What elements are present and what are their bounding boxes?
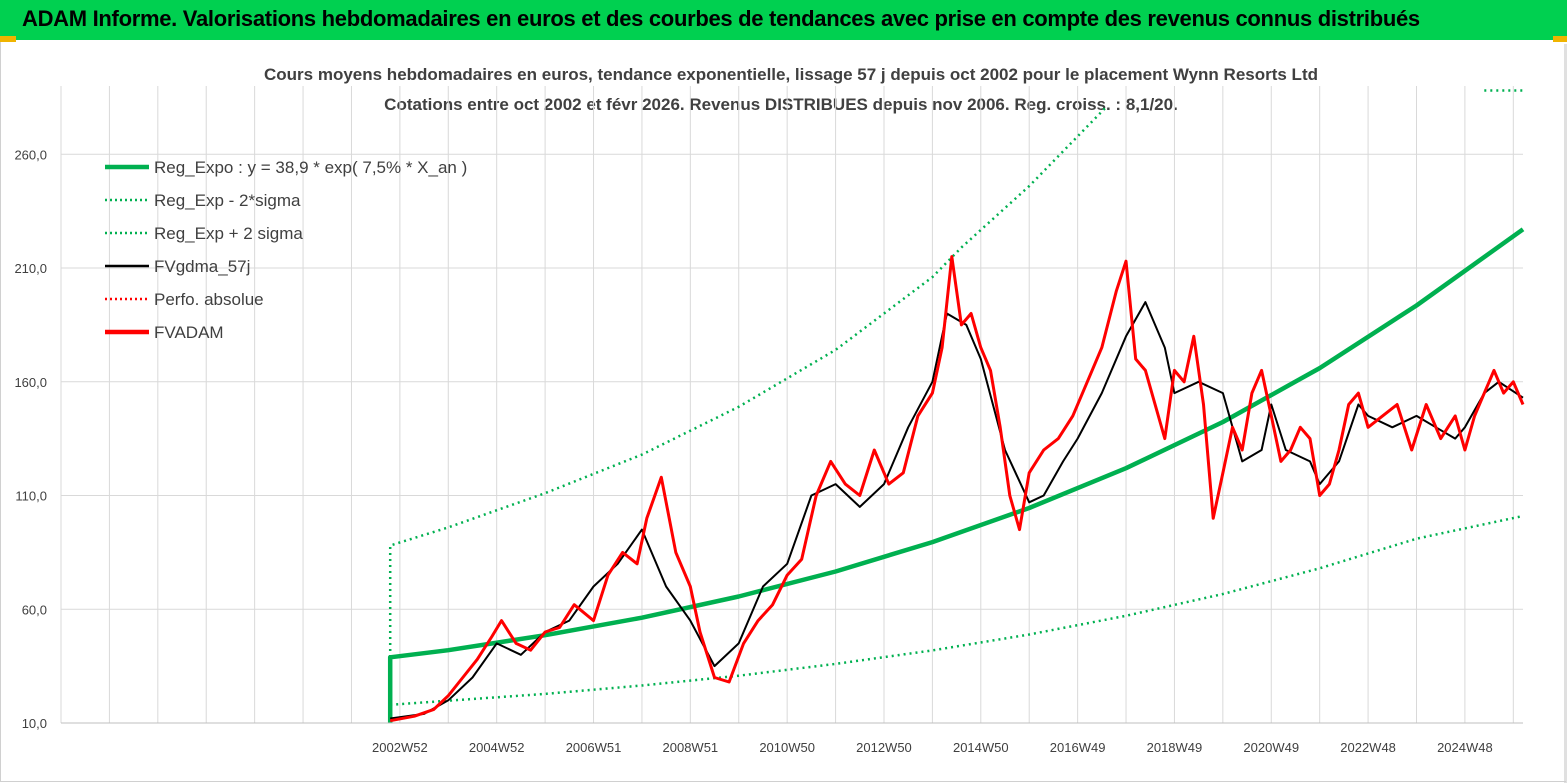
y-tick-label: 60,0 bbox=[22, 602, 47, 617]
x-tick-label: 2022W48 bbox=[1340, 740, 1396, 755]
x-tick-label: 2018W49 bbox=[1147, 740, 1203, 755]
legend-label: FVADAM bbox=[154, 323, 224, 342]
x-tick-label: 2004W52 bbox=[469, 740, 525, 755]
chart-title-line2: Cotations entre oct 2002 et févr 2026. R… bbox=[384, 95, 1178, 114]
right-edge bbox=[1564, 44, 1567, 783]
y-tick-label: 260,0 bbox=[14, 147, 47, 162]
legend-label: Perfo. absolue bbox=[154, 290, 264, 309]
series-reg-expo bbox=[387, 227, 1525, 723]
x-tick-label: 2006W51 bbox=[566, 740, 622, 755]
legend-label: Reg_Expo : y = 38,9 * exp( 7,5% * X_an ) bbox=[154, 158, 467, 177]
y-tick-label: 10,0 bbox=[22, 716, 47, 731]
x-tick-label: 2010W50 bbox=[759, 740, 815, 755]
header-left-accent bbox=[0, 36, 16, 42]
y-tick-label: 110,0 bbox=[15, 489, 47, 504]
legend-label: Reg_Exp - 2*sigma bbox=[154, 191, 301, 210]
legend-label: FVgdma_57j bbox=[154, 257, 250, 276]
header-bar bbox=[0, 0, 1567, 40]
chart-frame: Cours moyens hebdomadaires en euros, ten… bbox=[0, 42, 1566, 782]
x-tick-label: 2020W49 bbox=[1243, 740, 1299, 755]
x-tick-label: 2016W49 bbox=[1050, 740, 1106, 755]
x-tick-label: 2002W52 bbox=[372, 740, 428, 755]
y-tick-label: 210,0 bbox=[14, 261, 47, 276]
chart: Cours moyens hebdomadaires en euros, ten… bbox=[14, 65, 1525, 755]
x-tick-label: 2012W50 bbox=[856, 740, 912, 755]
legend-label: Reg_Exp + 2 sigma bbox=[154, 224, 303, 243]
series-fvadam bbox=[389, 255, 1525, 723]
series-reg-exp-minus bbox=[390, 514, 1524, 707]
x-tick-label: 2008W51 bbox=[663, 740, 719, 755]
header-right-accent bbox=[1553, 36, 1567, 42]
page-title: ADAM Informe. Valorisations hebdomadaire… bbox=[22, 6, 1420, 31]
x-tick-label: 2024W48 bbox=[1437, 740, 1493, 755]
series-fvgdma bbox=[390, 301, 1524, 720]
chart-title-line1: Cours moyens hebdomadaires en euros, ten… bbox=[264, 65, 1318, 84]
x-tick-label: 2014W50 bbox=[953, 740, 1009, 755]
series-reg-exp-plus bbox=[388, 105, 1108, 723]
y-tick-label: 160,0 bbox=[14, 375, 47, 390]
